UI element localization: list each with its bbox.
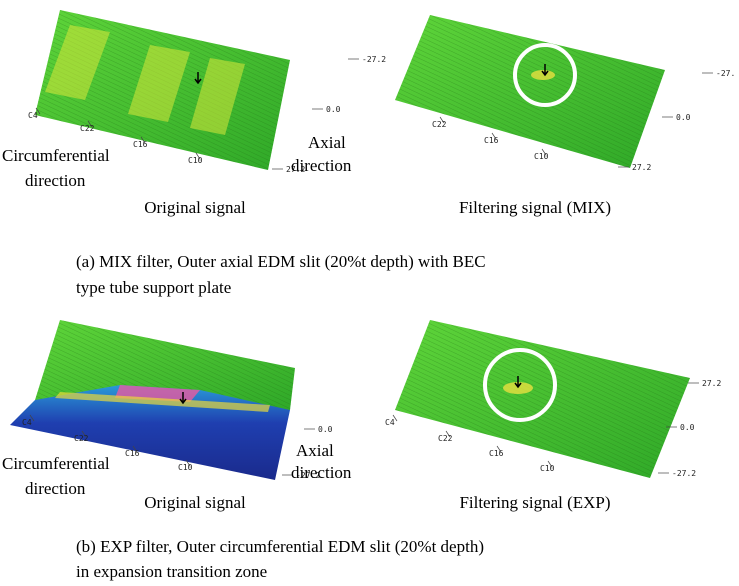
axis-label: direction <box>291 156 352 175</box>
panel-caption: (a) MIX filter, Outer axial EDM slit (20… <box>76 252 486 271</box>
axial-tick-label: 0.0 <box>680 423 695 432</box>
circ-tick-label: C4 <box>385 418 395 427</box>
circ-tick-label: C22 <box>74 434 89 443</box>
panel-caption: type tube support plate <box>76 278 231 297</box>
plot-caption: Original signal <box>144 493 246 512</box>
circ-tick-label: C10 <box>178 463 193 472</box>
circ-tick-label: C4 <box>22 418 32 427</box>
plot-caption: Original signal <box>144 198 246 217</box>
axis-label: Circumferential <box>2 146 110 165</box>
circ-tick-label: C22 <box>432 120 447 129</box>
axial-tick-label: 0.0 <box>326 105 341 114</box>
panel-caption: (b) EXP filter, Outer circumferential ED… <box>76 537 484 556</box>
axial-tick-label: 0.0 <box>676 113 691 122</box>
axis-label: direction <box>25 171 86 190</box>
circ-tick-label: C16 <box>133 140 148 149</box>
axial-tick-label: 27.2 <box>632 163 651 172</box>
circ-tick-label: C16 <box>484 136 499 145</box>
page: {"panels":[ {"plots":[ {"caption":"Origi… <box>0 0 739 586</box>
circ-tick-label: C10 <box>534 152 549 161</box>
plot-caption: Filtering signal (MIX) <box>459 198 611 217</box>
axial-tick-label: 27.2 <box>702 379 721 388</box>
axial-tick-label: -27.2 <box>362 55 386 64</box>
surface <box>395 320 690 478</box>
axial-tick-label: -27.2 <box>672 469 696 478</box>
circ-tick-label: C10 <box>540 464 555 473</box>
plot-caption: Filtering signal (EXP) <box>459 493 610 512</box>
panel-caption: in expansion transition zone <box>76 562 267 581</box>
axial-tick-label: 0.0 <box>318 425 333 434</box>
axis-label: Circumferential <box>2 454 110 473</box>
axis-label: Axial <box>296 441 334 460</box>
circ-tick-label: C16 <box>489 449 504 458</box>
axis-label: direction <box>291 463 352 482</box>
figure: Original signal C4 C22 C16 C10 -27.2 0.0 27.2 Ci… <box>0 0 739 586</box>
circ-tick-label: C10 <box>188 156 203 165</box>
circ-tick-label: C4 <box>28 111 38 120</box>
circ-tick-label: C22 <box>80 124 95 133</box>
circ-tick-label: C16 <box>125 449 140 458</box>
surface <box>395 15 665 168</box>
circ-tick-label: C22 <box>438 434 453 443</box>
axis-label: Axial <box>308 133 346 152</box>
axial-tick-label: -27. <box>716 69 735 78</box>
axis-label: direction <box>25 479 86 498</box>
